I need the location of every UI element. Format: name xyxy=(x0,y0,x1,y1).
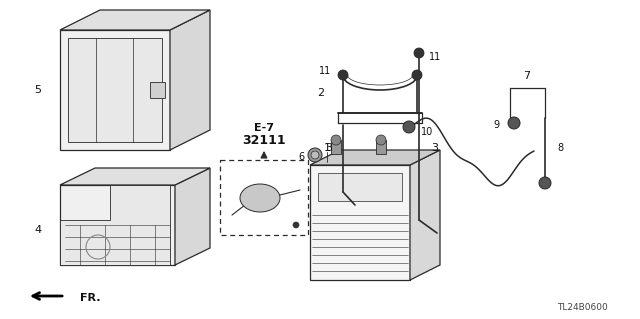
Text: 2: 2 xyxy=(317,88,324,98)
Bar xyxy=(220,160,308,235)
Polygon shape xyxy=(60,185,170,265)
Polygon shape xyxy=(60,185,175,265)
Text: 1: 1 xyxy=(323,143,330,153)
Circle shape xyxy=(508,117,520,129)
Text: 3: 3 xyxy=(431,143,438,153)
Text: 7: 7 xyxy=(524,71,531,81)
Text: FR.: FR. xyxy=(80,293,100,303)
Text: 8: 8 xyxy=(557,143,563,153)
Bar xyxy=(376,140,386,154)
Text: 3: 3 xyxy=(326,143,333,153)
Text: 5: 5 xyxy=(35,85,42,95)
Bar xyxy=(331,140,341,154)
Circle shape xyxy=(539,177,551,189)
Circle shape xyxy=(311,151,319,159)
Circle shape xyxy=(331,135,341,145)
Circle shape xyxy=(403,121,415,133)
Text: E-7: E-7 xyxy=(254,123,274,133)
Text: 9: 9 xyxy=(493,120,499,130)
Polygon shape xyxy=(60,10,210,30)
Polygon shape xyxy=(68,38,162,142)
Text: TL24B0600: TL24B0600 xyxy=(557,303,607,313)
Bar xyxy=(310,165,410,280)
Text: 32111: 32111 xyxy=(242,133,286,146)
Polygon shape xyxy=(60,168,210,185)
Text: 10: 10 xyxy=(421,127,433,137)
Circle shape xyxy=(293,222,299,228)
Ellipse shape xyxy=(240,184,280,212)
Polygon shape xyxy=(175,168,210,265)
Bar xyxy=(318,173,402,201)
Text: 11: 11 xyxy=(429,52,441,62)
Polygon shape xyxy=(310,150,440,165)
Bar xyxy=(150,82,165,98)
Circle shape xyxy=(376,135,386,145)
Polygon shape xyxy=(410,150,440,280)
Text: 6: 6 xyxy=(298,152,304,162)
Circle shape xyxy=(412,70,422,80)
Circle shape xyxy=(414,48,424,58)
Text: 11: 11 xyxy=(319,66,331,76)
Polygon shape xyxy=(170,10,210,150)
Circle shape xyxy=(338,70,348,80)
Polygon shape xyxy=(60,30,170,150)
Text: 4: 4 xyxy=(35,225,42,235)
Circle shape xyxy=(308,148,322,162)
